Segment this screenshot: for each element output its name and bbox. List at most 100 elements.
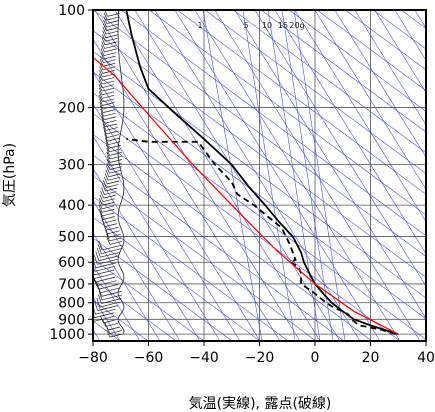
wind-barb-86	[102, 23, 119, 31]
moist-adiabat-23	[93, 232, 161, 341]
wind-barb-67	[98, 91, 115, 99]
wind-barb-66	[98, 94, 115, 103]
wind-barb-8	[94, 301, 118, 311]
x-axis-ticks: −80 −60 −40 −20 0 20 40	[78, 341, 435, 366]
dry-adiabat-16	[120, 10, 426, 237]
guide-lines	[93, 10, 426, 341]
dry-adiabat-21	[260, 10, 426, 133]
wind-barb-23	[96, 248, 121, 258]
wind-barb-78	[100, 52, 116, 60]
mixing-ratio-label-0: 1	[197, 21, 202, 30]
dry-adiabat-8	[93, 154, 345, 341]
wind-barb-84	[102, 30, 118, 39]
moist-adiabat-29	[93, 38, 281, 341]
wind-barb-72	[98, 73, 115, 81]
dry-adiabat-23	[316, 10, 426, 91]
wind-barb-88	[103, 16, 119, 24]
x-tick-label-1: −60	[134, 350, 164, 366]
dry-adiabat-11	[93, 92, 426, 340]
wind-barb-26	[106, 237, 123, 245]
moist-adiabat-40	[294, 10, 426, 223]
wind-barb-82	[101, 37, 118, 46]
wind-barb-37	[98, 198, 115, 206]
y-tick-label-5: 600	[58, 255, 85, 271]
wind-barb-68	[98, 87, 115, 96]
wind-barb-55	[104, 133, 120, 142]
wind-barb-85	[102, 27, 119, 35]
wind-barb-35	[98, 205, 115, 213]
mixing-ratio-line-2	[267, 10, 321, 341]
dry-adiabat-13	[93, 51, 426, 299]
moist-adiabat-35	[194, 10, 401, 341]
x-axis-title: 気温(実線), 露点(破線)	[189, 396, 332, 412]
dry-adiabat-7	[93, 175, 317, 341]
wind-barb-83	[102, 34, 118, 42]
wind-barb-0	[106, 329, 122, 338]
wind-barb-70	[98, 80, 115, 88]
wind-barb-71	[98, 76, 115, 85]
wind-barb-59	[101, 119, 118, 128]
wind-barb-69	[98, 84, 115, 92]
wind-barb-38	[99, 194, 115, 203]
wind-barb-51	[106, 148, 122, 156]
mixing-ratio-line-1	[242, 10, 296, 341]
dry-adiabat-22	[288, 10, 426, 112]
dry-adiabat-2	[93, 279, 177, 341]
mixing-ratio-line-3	[281, 10, 334, 341]
wind-barb-87	[103, 19, 119, 28]
mixing-ratio-labels: 1 5 10 15 20g	[197, 21, 304, 30]
wind-barb-34	[99, 208, 115, 217]
wind-barb-24	[98, 244, 122, 254]
moist-adiabat-43	[354, 10, 426, 126]
dry-adiabat-10	[93, 113, 401, 341]
wind-barb-21	[93, 255, 118, 265]
wind-barb-80	[101, 44, 117, 53]
dry-adiabat-5	[93, 216, 261, 341]
wind-barb-48	[106, 158, 123, 167]
moist-adiabat-22	[93, 264, 141, 341]
moist-adiabat-34	[174, 10, 381, 341]
x-tick-label-0: −80	[78, 350, 108, 366]
wind-barb-46	[106, 166, 122, 174]
wind-barb-39	[100, 190, 116, 199]
wind-barb-77	[100, 55, 116, 64]
y-axis-title: 気圧(hPa)	[2, 143, 18, 207]
dry-adiabat-4	[93, 237, 233, 341]
moist-adiabat-32	[134, 10, 341, 341]
moist-adiabat-44	[374, 10, 426, 94]
y-tick-label-9: 1000	[49, 327, 85, 343]
y-tick-label-2: 300	[58, 158, 85, 174]
wind-barb-28	[105, 230, 121, 238]
wind-barb-57	[103, 126, 119, 135]
wind-barb-64	[99, 101, 115, 110]
y-tick-label-1: 200	[58, 101, 85, 117]
dry-adiabat-9	[93, 133, 373, 341]
wind-profile-axis	[117, 10, 125, 335]
wind-barb-65	[99, 98, 115, 106]
y-tick-label-7: 800	[58, 296, 85, 312]
wind-barb-58	[102, 123, 118, 131]
wind-barb-63	[99, 105, 116, 113]
moist-adiabat-30	[94, 10, 301, 341]
wind-barb-44	[104, 173, 121, 181]
x-tick-label-4: 0	[311, 350, 320, 366]
moist-adiabat-37	[234, 10, 426, 319]
x-tick-label-2: −40	[189, 350, 219, 366]
mixing-ratio-label-3: 15	[278, 21, 288, 30]
wind-barb-61	[100, 112, 117, 121]
wind-barbs	[93, 10, 125, 338]
dry-adiabat-6	[93, 196, 289, 341]
wind-barb-33	[99, 212, 116, 220]
mixing-ratio-line-0	[202, 10, 263, 341]
wind-barb-81	[101, 41, 117, 49]
wind-barb-36	[98, 201, 115, 210]
wind-barb-41	[102, 183, 118, 192]
mixing-ratio-label-4: 20g	[289, 21, 304, 30]
wind-barb-40	[101, 187, 117, 195]
wind-barb-45	[105, 169, 121, 178]
dry-adiabat-19	[204, 10, 426, 174]
x-tick-label-5: 20	[362, 350, 380, 366]
wind-barb-79	[100, 48, 117, 56]
y-tick-label-3: 400	[58, 198, 85, 214]
